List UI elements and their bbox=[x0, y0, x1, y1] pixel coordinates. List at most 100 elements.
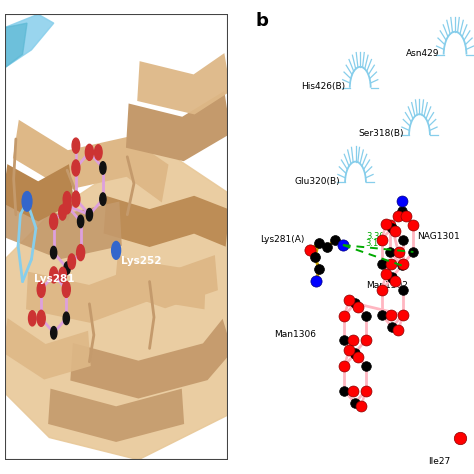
Point bbox=[378, 286, 385, 294]
Circle shape bbox=[112, 241, 120, 259]
Text: Ser318(B): Ser318(B) bbox=[359, 129, 404, 138]
Circle shape bbox=[86, 209, 92, 221]
Point bbox=[399, 261, 407, 268]
Point bbox=[387, 261, 394, 268]
PathPatch shape bbox=[2, 193, 122, 259]
Point bbox=[345, 296, 353, 304]
Text: 3.10: 3.10 bbox=[365, 239, 384, 248]
Point bbox=[354, 303, 362, 310]
Point bbox=[362, 387, 370, 394]
Text: Lys281(A): Lys281(A) bbox=[260, 235, 304, 244]
Point bbox=[410, 248, 417, 256]
Text: 3.30: 3.30 bbox=[366, 232, 385, 241]
Point bbox=[357, 402, 365, 410]
Point bbox=[398, 197, 405, 205]
Circle shape bbox=[50, 267, 58, 283]
Circle shape bbox=[63, 191, 71, 207]
PathPatch shape bbox=[126, 91, 231, 161]
Point bbox=[456, 435, 464, 442]
Point bbox=[315, 239, 322, 246]
Text: Man1306: Man1306 bbox=[274, 330, 316, 338]
Point bbox=[399, 286, 407, 294]
Point bbox=[307, 246, 314, 254]
Point bbox=[345, 346, 353, 354]
Circle shape bbox=[94, 145, 102, 160]
Text: Man1302: Man1302 bbox=[366, 281, 409, 290]
Point bbox=[349, 387, 357, 394]
Circle shape bbox=[51, 327, 57, 339]
Point bbox=[340, 337, 348, 344]
Circle shape bbox=[59, 267, 66, 283]
Text: Ile27: Ile27 bbox=[428, 457, 450, 466]
Point bbox=[386, 248, 394, 256]
PathPatch shape bbox=[48, 389, 184, 442]
Polygon shape bbox=[5, 148, 228, 460]
Circle shape bbox=[85, 144, 93, 160]
PathPatch shape bbox=[115, 255, 218, 308]
Circle shape bbox=[63, 198, 71, 214]
Point bbox=[339, 241, 347, 249]
Point bbox=[349, 337, 357, 344]
Point bbox=[395, 327, 402, 334]
Circle shape bbox=[22, 191, 32, 211]
Point bbox=[362, 362, 370, 370]
Circle shape bbox=[72, 138, 80, 153]
Circle shape bbox=[78, 215, 84, 228]
Point bbox=[378, 236, 385, 244]
PathPatch shape bbox=[2, 318, 91, 380]
Text: His426(B): His426(B) bbox=[301, 82, 345, 91]
Point bbox=[395, 248, 403, 256]
Point bbox=[316, 265, 323, 273]
Point bbox=[362, 312, 370, 319]
Point bbox=[394, 212, 401, 220]
Point bbox=[312, 277, 319, 285]
PathPatch shape bbox=[26, 263, 206, 323]
Point bbox=[389, 273, 396, 281]
Circle shape bbox=[37, 310, 45, 326]
PathPatch shape bbox=[104, 196, 229, 247]
Point bbox=[323, 244, 330, 251]
Point bbox=[398, 262, 405, 269]
Point bbox=[399, 311, 407, 319]
Point bbox=[399, 236, 407, 244]
Circle shape bbox=[64, 262, 70, 274]
Circle shape bbox=[77, 245, 85, 261]
Text: Lys281: Lys281 bbox=[34, 273, 74, 283]
Point bbox=[340, 312, 348, 319]
Point bbox=[340, 387, 348, 394]
Circle shape bbox=[50, 213, 58, 229]
Point bbox=[354, 353, 362, 361]
PathPatch shape bbox=[2, 164, 74, 221]
Circle shape bbox=[63, 312, 69, 325]
Point bbox=[378, 261, 385, 268]
Point bbox=[351, 300, 359, 307]
Polygon shape bbox=[5, 14, 54, 68]
PathPatch shape bbox=[13, 120, 168, 202]
Point bbox=[362, 337, 370, 344]
Text: b: b bbox=[256, 12, 269, 30]
PathPatch shape bbox=[137, 53, 231, 114]
Circle shape bbox=[72, 160, 80, 176]
Circle shape bbox=[100, 193, 106, 205]
Point bbox=[311, 254, 319, 261]
Circle shape bbox=[100, 162, 106, 174]
Point bbox=[389, 323, 396, 331]
PathPatch shape bbox=[70, 319, 232, 399]
Point bbox=[392, 277, 399, 285]
Point bbox=[351, 349, 359, 356]
Point bbox=[386, 221, 394, 229]
Point bbox=[389, 224, 396, 231]
Point bbox=[382, 220, 390, 228]
Point bbox=[398, 208, 405, 215]
Point bbox=[378, 311, 385, 319]
Point bbox=[351, 350, 359, 357]
Text: Asn429: Asn429 bbox=[405, 49, 439, 57]
Point bbox=[392, 227, 399, 235]
Circle shape bbox=[51, 246, 57, 259]
Point bbox=[340, 362, 348, 370]
Circle shape bbox=[68, 254, 75, 269]
Circle shape bbox=[37, 282, 45, 297]
Point bbox=[410, 221, 417, 229]
Point bbox=[389, 274, 396, 282]
Point bbox=[382, 271, 390, 278]
